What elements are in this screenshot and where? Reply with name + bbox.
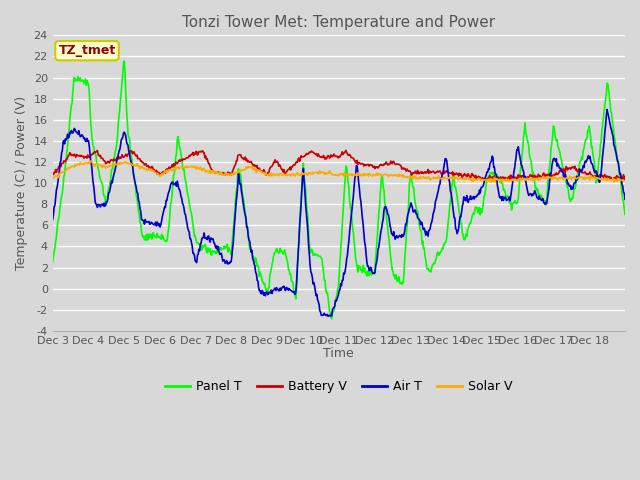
Text: TZ_tmet: TZ_tmet [58, 44, 116, 57]
Y-axis label: Temperature (C) / Power (V): Temperature (C) / Power (V) [15, 96, 28, 270]
Legend: Panel T, Battery V, Air T, Solar V: Panel T, Battery V, Air T, Solar V [160, 375, 518, 398]
Title: Tonzi Tower Met: Temperature and Power: Tonzi Tower Met: Temperature and Power [182, 15, 495, 30]
X-axis label: Time: Time [323, 347, 354, 360]
